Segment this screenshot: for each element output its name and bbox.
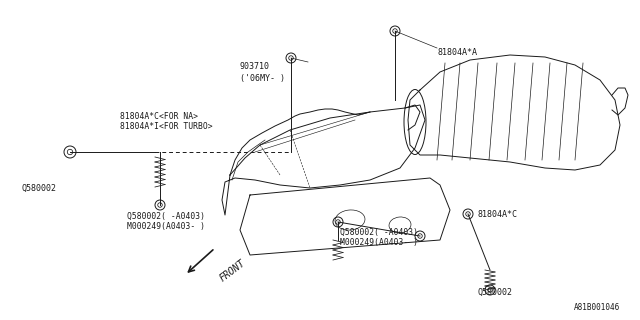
Text: Q580002: Q580002 [22,184,57,193]
Text: Q580002( -A0403): Q580002( -A0403) [340,228,418,237]
Text: M000249(A0403- ): M000249(A0403- ) [127,222,205,231]
Text: 81804A*A: 81804A*A [438,48,478,57]
Text: FRONT: FRONT [218,258,248,284]
Text: 81804A*C: 81804A*C [478,210,518,219]
Text: 903710: 903710 [240,62,270,71]
Text: Q580002: Q580002 [478,288,513,297]
Text: ('06MY- ): ('06MY- ) [240,74,285,83]
Text: Q580002( -A0403): Q580002( -A0403) [127,212,205,221]
Text: A81B001046: A81B001046 [573,303,620,312]
Text: 81804A*I<FOR TURBO>: 81804A*I<FOR TURBO> [120,122,212,131]
Text: 81804A*C<FOR NA>: 81804A*C<FOR NA> [120,112,198,121]
Text: M000249(A0403- ): M000249(A0403- ) [340,238,418,247]
